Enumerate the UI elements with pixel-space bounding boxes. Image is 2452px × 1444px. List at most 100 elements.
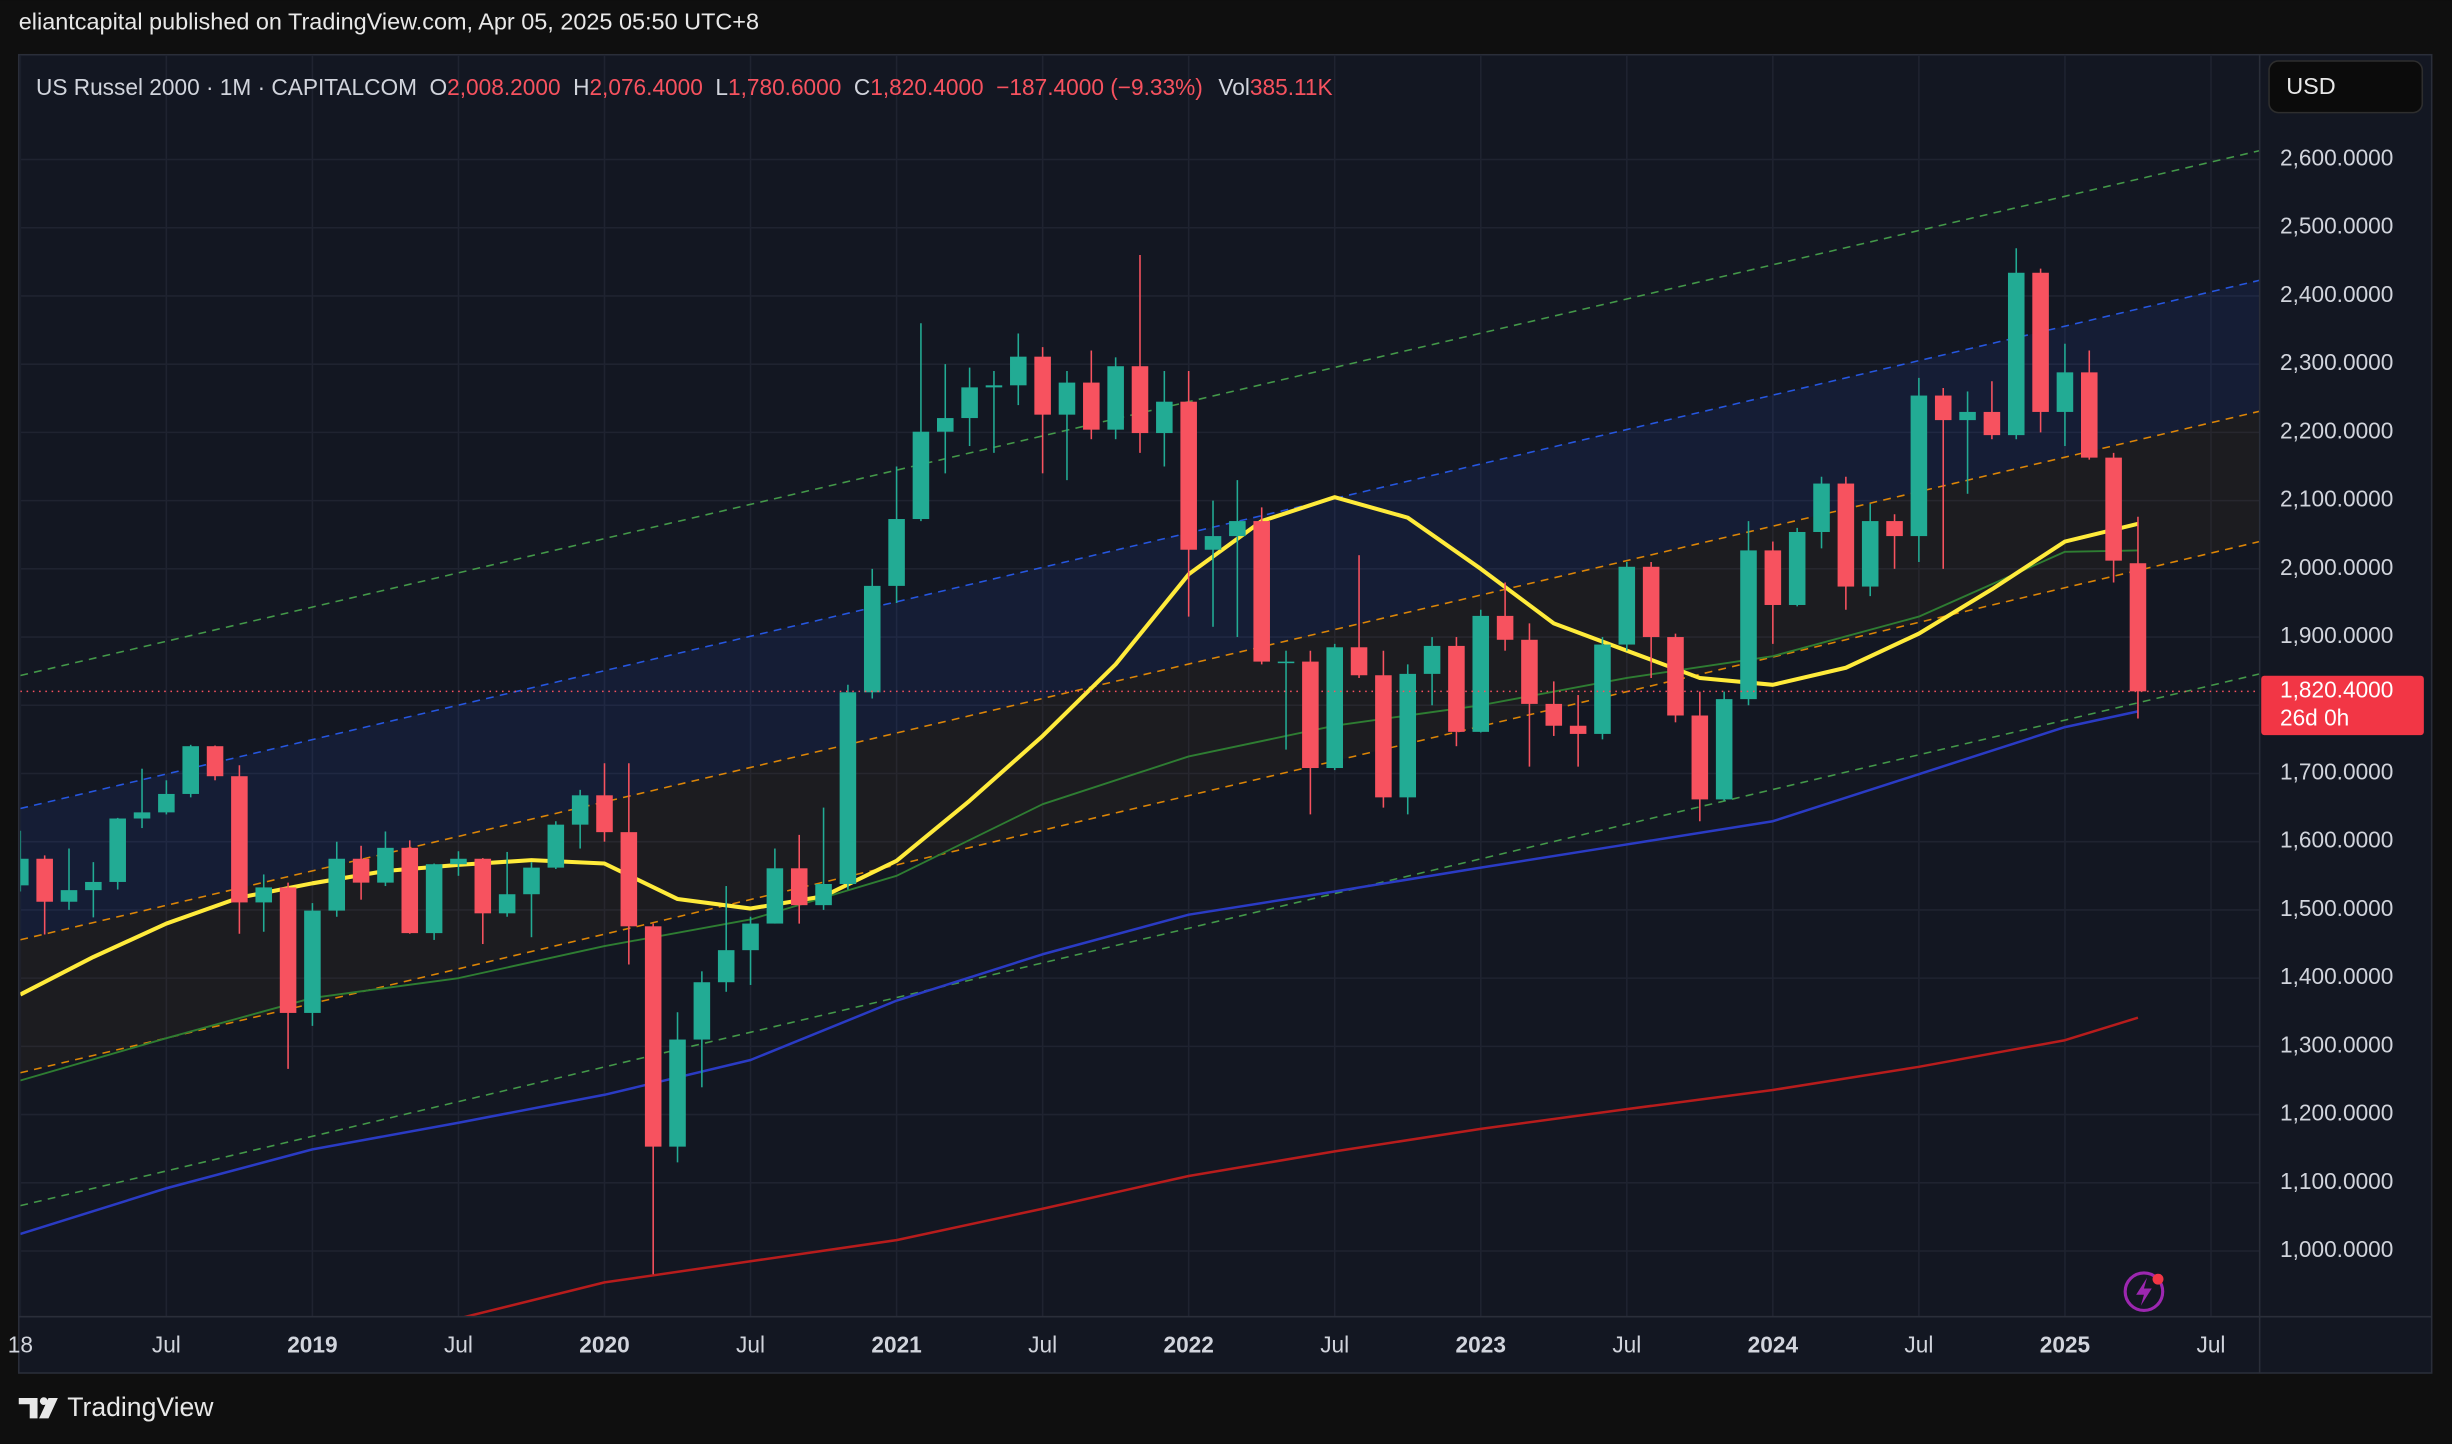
y-tick-label: 1,000.0000 [2280,1236,2393,1262]
candle-body [109,818,126,882]
y-tick-label: 1,600.0000 [2280,827,2393,853]
x-tick-label: Jul [1904,1331,1933,1357]
candle-body [1983,411,2001,436]
x-tick-label: Jul [152,1331,181,1357]
y-tick-label: 2,000.0000 [2280,554,2393,580]
candle-body [669,1039,686,1147]
candle-body [206,746,224,777]
candle-body [1448,645,1465,732]
candle-body [304,910,321,1013]
legend-value: 1,820.4000 [870,74,983,100]
footer-logo: TradingView [18,1392,214,1422]
candle-body [961,387,978,419]
candle-body [596,795,613,833]
last-price-box [2261,675,2424,736]
currency-label[interactable]: USD [2286,73,2335,99]
candle-body [425,864,443,934]
candle-body [158,793,175,813]
candle-body [1934,395,1952,421]
candle-body [377,847,394,883]
candle-body [1107,366,1124,430]
candle-body [571,795,589,825]
currency-button[interactable] [2268,60,2424,114]
candle-body [888,519,905,586]
candle-body [2105,457,2122,561]
candle-body [85,881,102,891]
moving-average-line [20,549,2138,1082]
legend-value: 2,008.2000 [447,74,560,100]
candle-body [790,868,808,906]
candle-body [1204,536,1222,550]
publish-info: eliantcapital published on TradingView.c… [19,9,759,35]
candle-body [547,824,565,868]
candle-body [1813,483,1830,532]
legend-change: −187.4000 (−9.33%) [996,74,1203,100]
candle-body [20,858,29,886]
legend-key: L [715,74,728,100]
candle-body [644,926,662,1147]
legend-value: 2,076.4000 [589,74,702,100]
candle-body [1667,637,1684,716]
y-tick-label: 1,500.0000 [2280,895,2393,921]
candle-body [1350,647,1368,676]
candle-body [717,950,735,983]
candle-body [1861,521,1879,587]
candle-body [352,858,370,883]
candle-body [523,867,540,895]
candle-body [498,894,516,914]
channel-line [20,673,2260,1207]
candle-body [401,847,419,934]
x-tick-label: Jul [1028,1331,1057,1357]
candle-body [693,982,711,1040]
alert-icon-dot[interactable] [2152,1273,2164,1285]
alert-icon-ring[interactable] [2123,1271,2165,1313]
candle-body [1277,661,1295,664]
candle-body [1058,382,1076,415]
candle-body [936,418,954,432]
candle-body [1472,615,1490,732]
y-tick-label: 2,300.0000 [2280,349,2393,375]
legend-key: C [854,74,870,100]
candle-body [2080,372,2098,458]
candle-body [912,431,930,520]
candle-body [474,858,492,914]
y-tick-label: 2,100.0000 [2280,486,2393,512]
candle-body [1788,531,1806,605]
legend-key: Vol [1218,74,1250,100]
candle-body [133,812,151,819]
channel-band [20,280,2260,940]
candle-body [1715,699,1733,800]
candle-body [255,887,273,903]
alert-icon-bolt[interactable] [2136,1277,2152,1306]
x-tick-label: 2020 [579,1331,629,1357]
moving-average-line [460,1016,2139,1317]
legend-key: O [430,74,448,100]
candle-body [1253,521,1270,662]
alert-icon[interactable] [2123,1271,2165,1313]
candle-body [279,887,297,1013]
candle-body [1691,715,1709,800]
axes: 1,000.0000 1,100.0000 1,200.0000 1,300.0000… [8,145,2424,1357]
candle-body [1326,647,1343,769]
x-tick-label: Jul [444,1331,473,1357]
candle-body [1180,401,1197,550]
x-tick-label: Jul [736,1331,765,1357]
candle-body [766,868,784,924]
y-tick-label: 1,100.0000 [2280,1168,2393,1194]
logo-text: TradingView [67,1392,214,1422]
candle-body [328,858,346,911]
legend-value: 1,780.6000 [728,74,841,100]
y-tick-label: 1,400.0000 [2280,963,2393,989]
candle-body [231,776,248,903]
candle-body [1229,521,1246,537]
candle-body [863,585,881,693]
candle-body [1837,483,1855,587]
y-tick-label: 2,400.0000 [2280,281,2393,307]
candle-body [1302,661,1319,769]
candle-body [2007,272,2025,436]
y-tick-label: 1,900.0000 [2280,622,2393,648]
candle-body [2129,563,2147,692]
candle-body [1545,703,1563,726]
candle-body [1764,550,1782,605]
